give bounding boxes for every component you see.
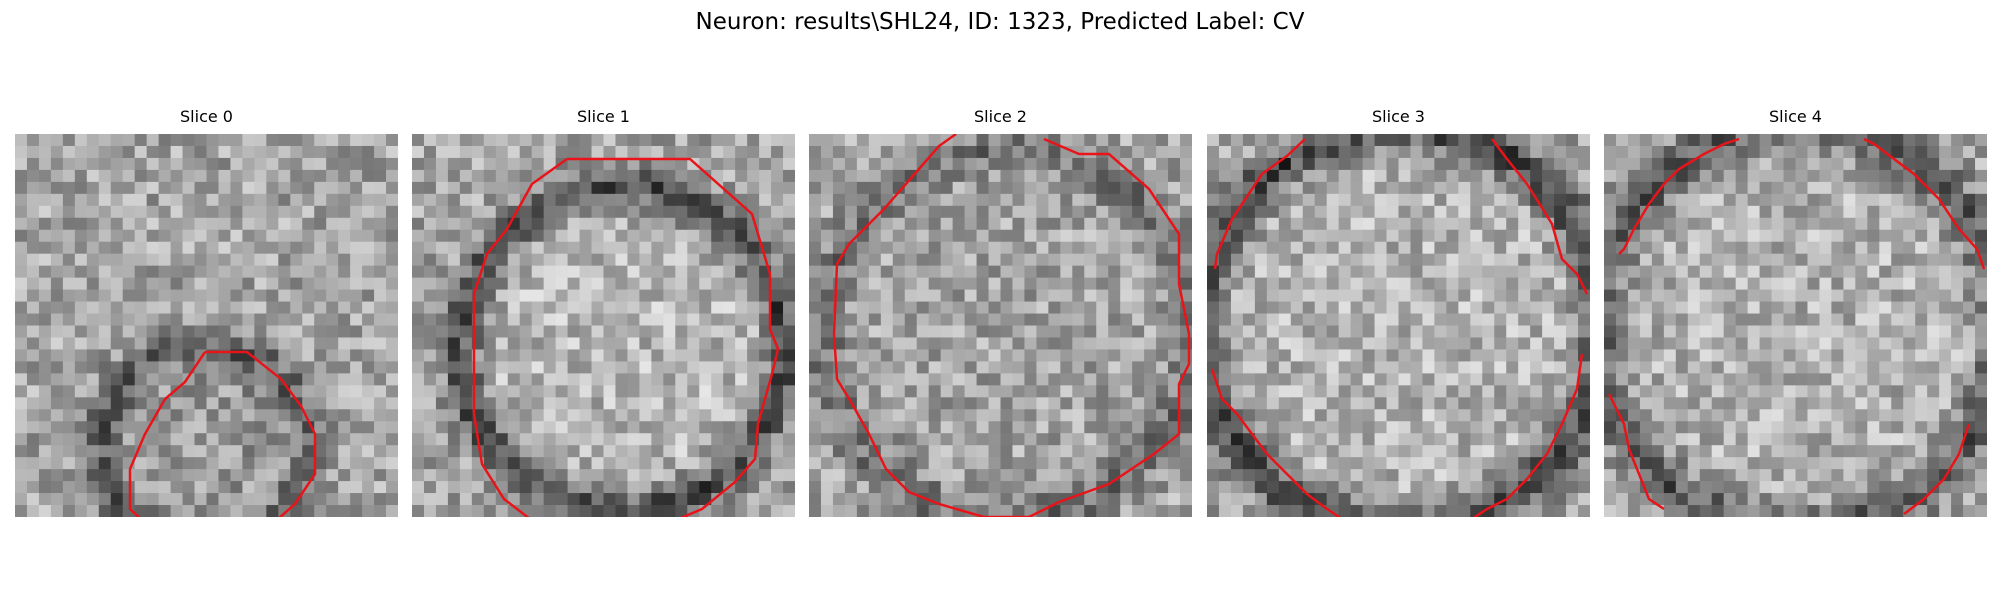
slice-panel-3: Slice 3 xyxy=(1207,107,1590,517)
grayscale-pixels xyxy=(809,134,1192,517)
segmentation-contour xyxy=(832,134,1191,517)
segmentation-contour xyxy=(1210,368,1342,517)
segmentation-contour xyxy=(1491,138,1589,295)
slice-title-4: Slice 4 xyxy=(1769,107,1822,126)
slice-image-4 xyxy=(1604,134,1987,517)
grayscale-pixels xyxy=(1207,134,1590,517)
slice-image-0 xyxy=(15,134,398,517)
slice-title-1: Slice 1 xyxy=(577,107,630,126)
slice-image-3 xyxy=(1207,134,1590,517)
slice-panel-4: Slice 4 xyxy=(1604,107,1987,517)
segmentation-contour xyxy=(1618,137,1740,255)
slice-panel-0: Slice 0 xyxy=(15,107,398,517)
slice-title-2: Slice 2 xyxy=(974,107,1027,126)
segmentation-contour xyxy=(1607,393,1665,511)
figure-title: Neuron: results\SHL24, ID: 1323, Predict… xyxy=(695,9,1305,35)
segmentation-contour xyxy=(472,157,780,517)
grayscale-pixels xyxy=(1604,134,1987,517)
segmentation-contour xyxy=(128,350,317,517)
segmentation-contour xyxy=(1903,423,1971,515)
segmentation-contour xyxy=(1213,138,1306,270)
segmentation-contour xyxy=(1863,137,1986,270)
grayscale-pixels xyxy=(412,134,795,517)
slice-title-0: Slice 0 xyxy=(180,107,233,126)
slice-panel-1: Slice 1 xyxy=(412,107,795,517)
grayscale-pixels xyxy=(15,134,398,517)
slice-title-3: Slice 3 xyxy=(1372,107,1425,126)
slice-image-1 xyxy=(412,134,795,517)
segmentation-contour xyxy=(1472,353,1584,517)
slice-image-2 xyxy=(809,134,1192,517)
slice-panel-2: Slice 2 xyxy=(809,107,1192,517)
